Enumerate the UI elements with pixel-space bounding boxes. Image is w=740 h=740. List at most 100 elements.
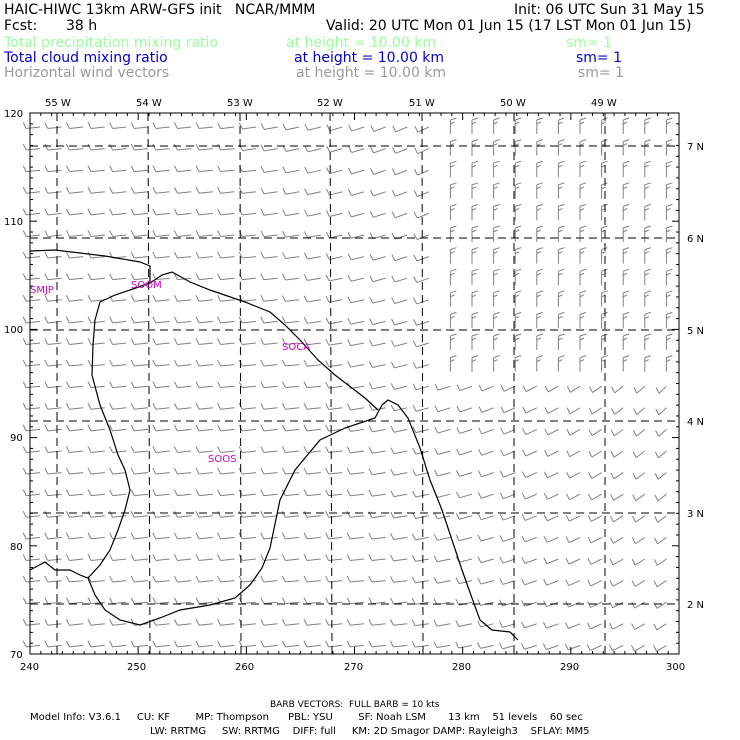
wind-barb <box>610 428 624 437</box>
wind-barb <box>390 426 408 433</box>
wind-barb <box>644 355 651 372</box>
wind-barb <box>325 231 343 239</box>
wind-barb <box>500 406 516 414</box>
wind-barb <box>412 490 429 498</box>
wind-barb <box>238 424 257 432</box>
wind-barb <box>238 251 257 259</box>
wind-barb <box>565 493 581 501</box>
wind-barb <box>493 355 500 372</box>
wind-barb <box>587 515 602 522</box>
lat-label-2n: 2 N <box>687 600 704 611</box>
wind-barb <box>500 385 516 392</box>
wind-barb <box>514 355 522 372</box>
wind-barb <box>346 446 365 454</box>
wind-barb <box>195 575 213 583</box>
wind-barb <box>87 165 105 173</box>
wind-barb <box>456 470 473 477</box>
wind-barb <box>609 536 624 544</box>
wind-barb <box>195 619 213 626</box>
wind-barb <box>109 316 127 324</box>
wind-barb <box>369 211 386 218</box>
wind-barb <box>579 182 587 199</box>
wind-barb <box>109 230 127 237</box>
wind-barb <box>152 575 170 583</box>
wind-barb <box>217 467 235 475</box>
wind-barb <box>173 359 192 367</box>
wind-barb <box>173 208 192 216</box>
wind-barb <box>238 165 257 173</box>
wind-barb <box>195 122 213 129</box>
wind-barb <box>22 403 41 410</box>
wind-barb <box>644 139 651 156</box>
wind-barb <box>632 429 646 437</box>
wind-barb <box>22 122 41 129</box>
wind-barb <box>281 597 300 605</box>
wind-barb <box>579 311 587 329</box>
guyana-border <box>29 282 151 579</box>
wind-barb <box>22 381 41 389</box>
wind-barb <box>514 247 522 264</box>
wind-barb <box>631 601 646 609</box>
wind-barb <box>130 403 149 410</box>
wind-barb <box>521 471 537 478</box>
wind-barb <box>303 575 321 583</box>
wind-barb <box>368 425 386 433</box>
wind-barb <box>544 385 559 393</box>
wind-barb <box>390 490 408 498</box>
wind-barb <box>217 575 235 583</box>
wind-barb <box>369 318 386 326</box>
x-tick-240: 240 <box>20 662 39 673</box>
field-cloud-name: Total cloud mixing ratio <box>4 50 168 66</box>
wind-barb <box>217 273 235 281</box>
wind-barb <box>173 446 192 453</box>
wind-barb <box>22 208 41 216</box>
wind-barb <box>586 644 602 651</box>
wind-barb <box>655 407 667 416</box>
wind-barb <box>557 355 565 372</box>
field-precip-level: at height = 10.00 km <box>286 35 437 51</box>
wind-barb <box>347 339 365 347</box>
wind-barb <box>65 295 84 302</box>
wind-barb <box>195 208 213 216</box>
wind-barb <box>414 168 429 176</box>
wind-barb <box>622 160 630 178</box>
wind-barb <box>217 446 235 453</box>
wind-barb <box>536 268 543 286</box>
wind-barb <box>348 146 365 154</box>
wind-barb <box>238 273 257 281</box>
wind-barb <box>564 622 581 629</box>
wind-barb <box>217 489 235 497</box>
suriname-border <box>87 399 519 641</box>
lon-label-55w: 55 W <box>45 98 71 109</box>
wind-barb <box>22 187 41 194</box>
wind-barb <box>22 273 41 281</box>
lat-label-6n: 6 N <box>687 234 704 245</box>
wind-barb <box>65 532 84 540</box>
wind-barb <box>654 472 667 480</box>
wind-barb <box>325 532 343 540</box>
wind-barb <box>557 333 565 350</box>
wind-barb <box>633 385 646 394</box>
wind-barb <box>514 117 522 134</box>
wind-barb <box>260 403 278 410</box>
field-wind-name: Horizontal wind vectors <box>4 65 170 81</box>
lon-label-54w: 54 W <box>136 98 162 109</box>
wind-barb <box>303 424 321 432</box>
station-smjp: SMJP <box>30 285 54 296</box>
wind-barb <box>44 575 62 583</box>
wind-barb <box>557 203 565 221</box>
wind-barb <box>281 338 300 345</box>
wind-barb <box>455 641 473 649</box>
wind-barb <box>325 511 343 518</box>
wind-barb <box>346 640 365 648</box>
wind-barb <box>610 407 624 415</box>
wind-barb <box>622 203 630 221</box>
wind-barb <box>543 536 559 543</box>
wind-barb <box>152 122 170 129</box>
wind-barb <box>65 338 84 345</box>
wind-barb <box>653 644 667 652</box>
wind-barb <box>87 489 105 497</box>
wind-barb <box>44 424 62 432</box>
wind-barb <box>173 511 192 518</box>
wind-barb <box>391 254 408 262</box>
